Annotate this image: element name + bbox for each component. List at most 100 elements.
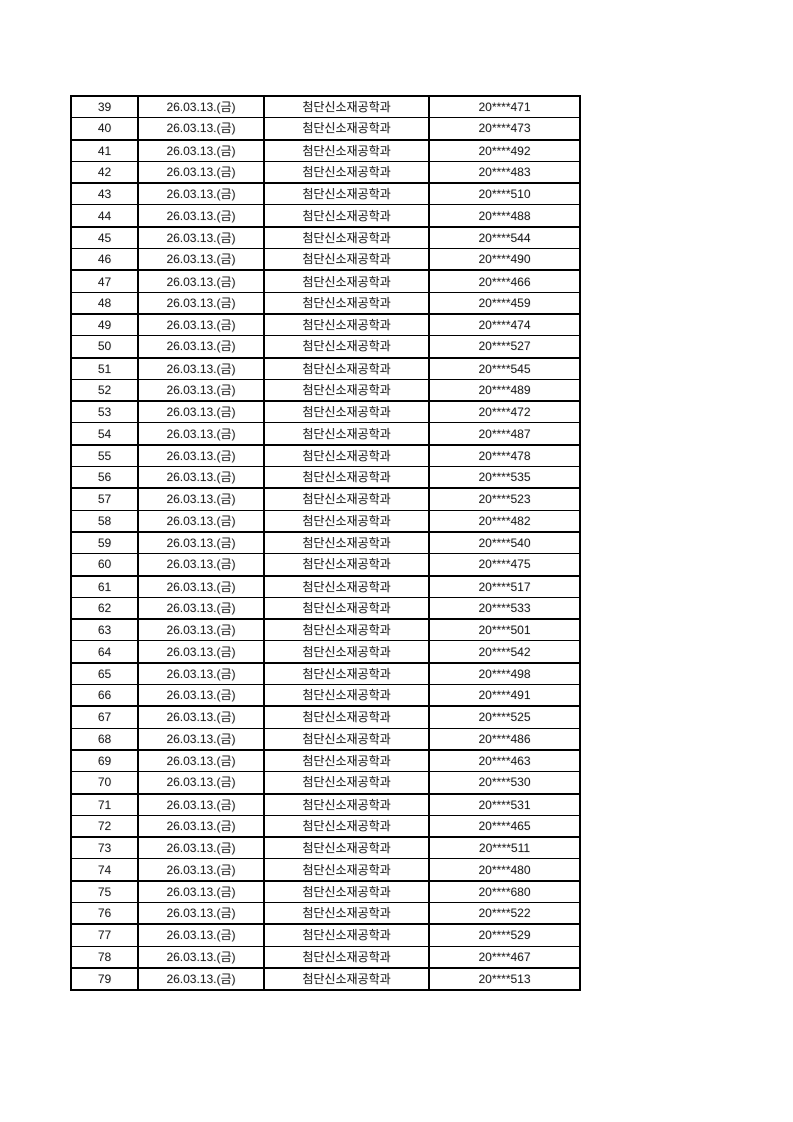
- table-row: 62 26.03.13.(금) 첨단신소재공학과 20****533: [70, 596, 581, 621]
- row-number-cell: 79: [70, 967, 139, 991]
- row-number-cell: 40: [70, 117, 139, 141]
- student-id-cell: 20****535: [428, 466, 581, 490]
- exam-date-cell: 26.03.13.(금): [137, 662, 265, 686]
- department-cell: 첨단신소재공학과: [263, 749, 430, 773]
- department-cell: 첨단신소재공학과: [263, 95, 430, 119]
- exam-date-cell: 26.03.13.(금): [137, 575, 265, 598]
- student-id-cell: 20****680: [428, 880, 581, 903]
- exam-date-cell: 26.03.13.(금): [137, 117, 265, 141]
- row-number-cell: 73: [70, 836, 139, 860]
- exam-date-cell: 26.03.13.(금): [137, 378, 265, 403]
- exam-date-cell: 26.03.13.(금): [137, 182, 265, 206]
- row-number-cell: 64: [70, 640, 139, 664]
- row-number-cell: 48: [70, 291, 139, 315]
- exam-date-cell: 26.03.13.(금): [137, 95, 265, 119]
- table-row: 43 26.03.13.(금) 첨단신소재공학과 20****510: [70, 182, 581, 206]
- department-cell: 첨단신소재공학과: [263, 335, 430, 359]
- table-row: 79 26.03.13.(금) 첨단신소재공학과 20****513: [70, 967, 581, 991]
- table-row: 52 26.03.13.(금) 첨단신소재공학과 20****489: [70, 378, 581, 403]
- department-cell: 첨단신소재공학과: [263, 509, 430, 533]
- department-cell: 첨단신소재공학과: [263, 814, 430, 839]
- department-cell: 첨단신소재공학과: [263, 466, 430, 490]
- department-cell: 첨단신소재공학과: [263, 575, 430, 598]
- exam-date-cell: 26.03.13.(금): [137, 640, 265, 664]
- exam-date-cell: 26.03.13.(금): [137, 793, 265, 816]
- department-cell: 첨단신소재공학과: [263, 422, 430, 446]
- student-id-cell: 20****475: [428, 553, 581, 577]
- table-row: 76 26.03.13.(금) 첨단신소재공학과 20****522: [70, 901, 581, 926]
- row-number-cell: 49: [70, 313, 139, 337]
- exam-date-cell: 26.03.13.(금): [137, 858, 265, 882]
- student-id-cell: 20****467: [428, 945, 581, 969]
- roster-table-body: 39 26.03.13.(금) 첨단신소재공학과 20****471 40 26.03.1…: [70, 95, 581, 991]
- department-cell: 첨단신소재공학과: [263, 684, 430, 708]
- exam-date-cell: 26.03.13.(금): [137, 139, 265, 162]
- table-row: 63 26.03.13.(금) 첨단신소재공학과 20****501: [70, 618, 581, 642]
- exam-date-cell: 26.03.13.(금): [137, 596, 265, 621]
- department-cell: 첨단신소재공학과: [263, 182, 430, 206]
- table-row: 49 26.03.13.(금) 첨단신소재공학과 20****474: [70, 313, 581, 337]
- department-cell: 첨단신소재공학과: [263, 269, 430, 293]
- exam-date-cell: 26.03.13.(금): [137, 269, 265, 293]
- exam-date-cell: 26.03.13.(금): [137, 836, 265, 860]
- table-row: 59 26.03.13.(금) 첨단신소재공학과 20****540: [70, 531, 581, 555]
- table-row: 67 26.03.13.(금) 첨단신소재공학과 20****525: [70, 705, 581, 729]
- row-number-cell: 54: [70, 422, 139, 446]
- department-cell: 첨단신소재공학과: [263, 444, 430, 468]
- exam-date-cell: 26.03.13.(금): [137, 967, 265, 991]
- table-row: 69 26.03.13.(금) 첨단신소재공학과 20****463: [70, 749, 581, 773]
- table-row: 57 26.03.13.(금) 첨단신소재공학과 20****523: [70, 487, 581, 511]
- student-id-cell: 20****513: [428, 967, 581, 991]
- table-row: 41 26.03.13.(금) 첨단신소재공학과 20****492: [70, 139, 581, 162]
- row-number-cell: 75: [70, 880, 139, 903]
- table-row: 47 26.03.13.(금) 첨단신소재공학과 20****466: [70, 269, 581, 293]
- exam-date-cell: 26.03.13.(금): [137, 400, 265, 424]
- row-number-cell: 71: [70, 793, 139, 816]
- row-number-cell: 60: [70, 553, 139, 577]
- student-id-cell: 20****483: [428, 160, 581, 185]
- exam-date-cell: 26.03.13.(금): [137, 466, 265, 490]
- student-id-cell: 20****531: [428, 793, 581, 816]
- row-number-cell: 50: [70, 335, 139, 359]
- student-id-cell: 20****465: [428, 814, 581, 839]
- department-cell: 첨단신소재공학과: [263, 858, 430, 882]
- student-id-cell: 20****487: [428, 422, 581, 446]
- table-row: 66 26.03.13.(금) 첨단신소재공학과 20****491: [70, 684, 581, 708]
- student-id-cell: 20****544: [428, 226, 581, 250]
- row-number-cell: 46: [70, 248, 139, 272]
- row-number-cell: 59: [70, 531, 139, 555]
- row-number-cell: 69: [70, 749, 139, 773]
- department-cell: 첨단신소재공학과: [263, 705, 430, 729]
- row-number-cell: 41: [70, 139, 139, 162]
- table-row: 45 26.03.13.(금) 첨단신소재공학과 20****544: [70, 226, 581, 250]
- table-row: 40 26.03.13.(금) 첨단신소재공학과 20****473: [70, 117, 581, 141]
- department-cell: 첨단신소재공학과: [263, 313, 430, 337]
- row-number-cell: 68: [70, 727, 139, 751]
- row-number-cell: 42: [70, 160, 139, 185]
- student-id-cell: 20****488: [428, 204, 581, 228]
- row-number-cell: 76: [70, 901, 139, 926]
- exam-date-cell: 26.03.13.(금): [137, 313, 265, 337]
- row-number-cell: 58: [70, 509, 139, 533]
- student-id-cell: 20****510: [428, 182, 581, 206]
- student-id-cell: 20****492: [428, 139, 581, 162]
- department-cell: 첨단신소재공학과: [263, 880, 430, 903]
- student-id-cell: 20****545: [428, 357, 581, 380]
- exam-date-cell: 26.03.13.(금): [137, 226, 265, 250]
- row-number-cell: 43: [70, 182, 139, 206]
- table-row: 54 26.03.13.(금) 첨단신소재공학과 20****487: [70, 422, 581, 446]
- department-cell: 첨단신소재공학과: [263, 531, 430, 555]
- row-number-cell: 65: [70, 662, 139, 686]
- row-number-cell: 67: [70, 705, 139, 729]
- department-cell: 첨단신소재공학과: [263, 640, 430, 664]
- row-number-cell: 45: [70, 226, 139, 250]
- department-cell: 첨단신소재공학과: [263, 901, 430, 926]
- student-id-cell: 20****530: [428, 771, 581, 795]
- row-number-cell: 55: [70, 444, 139, 468]
- department-cell: 첨단신소재공학과: [263, 248, 430, 272]
- table-row: 55 26.03.13.(금) 첨단신소재공학과 20****478: [70, 444, 581, 468]
- exam-date-cell: 26.03.13.(금): [137, 901, 265, 926]
- table-row: 50 26.03.13.(금) 첨단신소재공학과 20****527: [70, 335, 581, 359]
- row-number-cell: 52: [70, 378, 139, 403]
